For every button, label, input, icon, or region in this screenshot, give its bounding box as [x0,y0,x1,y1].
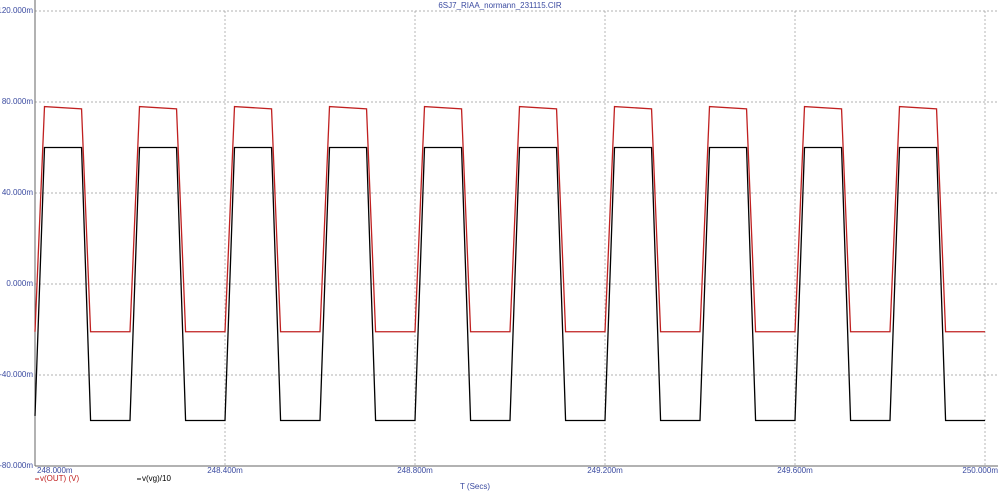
y-tick-label: 80.000m [2,97,33,106]
line-series [34,146,985,422]
y-tick-label: 40.000m [2,188,33,197]
line-series [34,105,985,333]
y-tick-label: -80.000m [0,461,33,470]
x-tick-label: 248.400m [207,466,243,475]
y-tick-label: -40.000m [0,370,33,379]
x-axis-label: T (Secs) [460,482,490,491]
x-tick-label: 248.800m [397,466,433,475]
y-tick-label: 120.000m [0,6,33,15]
x-tick-label: 249.600m [777,466,813,475]
legend-label: v(OUT) (V) [40,474,79,483]
x-tick-label: 248.000m [37,466,73,475]
chart-title: 6SJ7_RIAA_normann_231115.CIR [438,1,562,10]
x-tick-label: 250.000m [962,466,998,475]
legend-label: v(vg)/10 [142,474,171,483]
y-tick-label: 0.000m [6,279,33,288]
x-tick-label: 249.200m [587,466,623,475]
